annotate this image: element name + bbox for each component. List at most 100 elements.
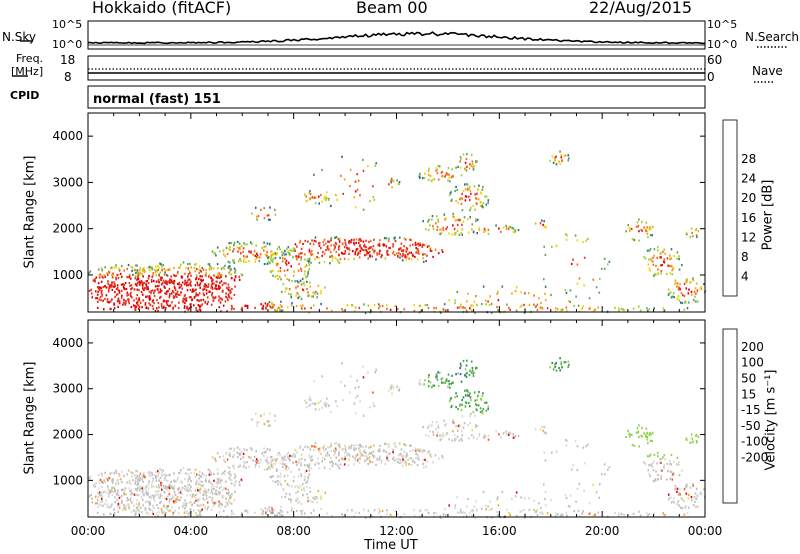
velocity-point <box>276 514 279 517</box>
velocity-point <box>362 446 365 449</box>
power-point <box>200 299 202 302</box>
velocity-point <box>202 484 204 487</box>
power-point <box>155 265 157 268</box>
velocity-point <box>327 446 329 449</box>
power-point <box>389 246 391 250</box>
velocity-point <box>427 511 430 515</box>
velocity-point <box>501 490 504 493</box>
velocity-point <box>670 453 673 456</box>
power-point <box>249 241 252 244</box>
velocity-point <box>93 484 95 487</box>
power-point <box>296 245 298 248</box>
velocity-point <box>333 454 335 457</box>
power-point <box>363 245 365 248</box>
velocity-point <box>523 508 525 511</box>
power-point <box>122 285 125 289</box>
velocity-point <box>152 479 154 482</box>
power-point <box>173 279 176 283</box>
power-point <box>277 278 279 281</box>
power-point <box>478 227 480 230</box>
power-point <box>218 306 221 309</box>
power-point <box>230 241 232 245</box>
power-point <box>435 222 437 225</box>
velocity-point <box>368 456 371 459</box>
power-point <box>264 253 267 256</box>
power-point <box>196 299 199 302</box>
velocity-point <box>432 461 434 464</box>
velocity-point <box>251 418 253 421</box>
power-point <box>148 269 151 272</box>
velocity-point <box>214 457 216 460</box>
velocity-point <box>97 505 99 509</box>
power-point <box>572 258 574 261</box>
power-point <box>322 240 325 244</box>
power-point <box>685 233 688 236</box>
power-point <box>379 305 381 308</box>
velocity-point <box>297 498 299 501</box>
velocity-point <box>135 510 138 513</box>
power-point <box>308 259 310 262</box>
velocity-point <box>361 454 363 457</box>
velocity-point <box>439 438 442 441</box>
velocity-point <box>646 435 649 439</box>
power-point <box>186 284 188 287</box>
velocity-point <box>134 482 136 485</box>
power-point <box>303 273 306 276</box>
velocity-point <box>583 462 586 465</box>
power-point <box>171 289 174 292</box>
velocity-point <box>461 415 464 418</box>
power-point <box>511 227 514 230</box>
velocity-point <box>469 396 472 399</box>
velocity-point <box>404 444 407 447</box>
velocity-point <box>315 496 318 499</box>
velocity-point <box>174 510 176 513</box>
velocity-point <box>692 484 694 487</box>
power-point <box>242 247 245 250</box>
velocity-point <box>441 381 443 384</box>
velocity-point <box>464 405 467 408</box>
power-point <box>195 275 198 279</box>
velocity-point <box>560 362 563 365</box>
power-point <box>693 290 696 293</box>
power-point <box>588 307 591 310</box>
velocity-point <box>274 419 277 422</box>
velocity-point <box>275 469 278 472</box>
velocity-point <box>162 469 164 472</box>
velocity-point <box>472 372 474 375</box>
power-point <box>390 177 393 180</box>
velocity-point <box>195 479 198 482</box>
velocity-point <box>321 460 323 463</box>
velocity-point <box>685 438 688 441</box>
velocity-point <box>240 513 243 516</box>
velocity-point <box>263 413 265 416</box>
power-point <box>336 258 339 262</box>
velocity-point <box>456 511 459 514</box>
velocity-point <box>680 497 683 500</box>
power-point <box>696 289 699 292</box>
velocity-point <box>310 459 312 462</box>
power-point <box>662 307 664 310</box>
velocity-point <box>358 461 361 465</box>
velocity-point <box>218 504 220 507</box>
velocity-point <box>158 479 160 482</box>
velocity-point <box>467 424 469 427</box>
velocity-point <box>155 479 158 482</box>
velocity-point <box>355 444 358 447</box>
power-point <box>670 265 673 268</box>
velocity-point <box>208 496 210 499</box>
power-point <box>365 249 367 252</box>
velocity-point <box>449 386 451 389</box>
velocity-point <box>543 483 545 486</box>
power-point <box>671 273 674 276</box>
power-point <box>479 201 482 204</box>
velocity-point <box>345 449 347 452</box>
velocity-point <box>533 508 535 511</box>
velocity-point <box>176 497 178 501</box>
power-point <box>484 195 486 198</box>
power-point <box>238 275 241 278</box>
power-point <box>312 291 315 294</box>
velocity-point <box>420 514 422 517</box>
velocity-point <box>378 450 381 453</box>
power-point <box>177 306 180 310</box>
power-point <box>399 247 402 250</box>
